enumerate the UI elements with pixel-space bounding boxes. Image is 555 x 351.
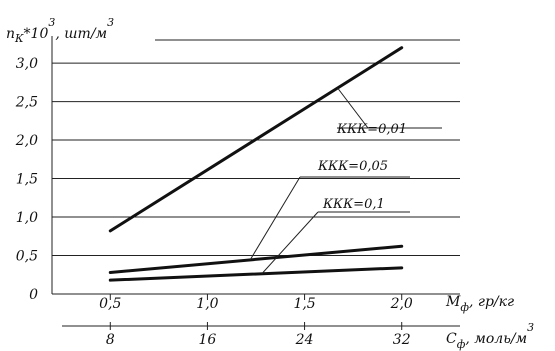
y-tick-label-1-0: 1,0: [16, 210, 38, 226]
x-secondary-tick-label-32: 32: [393, 332, 411, 348]
x-secondary-tick-labels: 8 16 24 32: [106, 322, 411, 348]
x-secondary-tick-label-24: 24: [295, 332, 314, 348]
leader-line-ККК-0-1: [261, 211, 319, 275]
x-primary-tick-label-2-0: 2,0: [390, 296, 413, 312]
x-primary-tick-labels: 0,5 1,0 1,5 2,0: [99, 294, 413, 312]
series-label-ККК-0-1: ККК=0,1: [322, 197, 385, 212]
series-line-ККК-0-1: [108, 266, 404, 282]
series-annotations: ККК=0,01 ККК=0,05 ККК=0,1: [249, 87, 442, 275]
y-tick-label-1-5: 1,5: [16, 172, 38, 188]
x-primary-axis-label: Mф, гр/кг: [445, 294, 514, 314]
series-line-ККК-0-05: [108, 244, 404, 274]
y-tick-label-0-5: 0,5: [16, 249, 38, 265]
x-primary-tick-label-1-5: 1,5: [293, 296, 315, 312]
x-primary-tick-label-1-0: 1,0: [196, 296, 218, 312]
x-secondary-axis-label: Cф, моль/м3: [446, 321, 534, 351]
leader-line-ККК-0-01: [337, 87, 369, 129]
series-line-ККК-0-01: [108, 46, 404, 233]
x-secondary-tick-label-16: 16: [199, 332, 217, 348]
y-tick-label-2-0: 2,0: [15, 133, 38, 149]
grid-lines: [52, 39, 460, 257]
y-axis-label: nК*103, шт/м3: [6, 16, 114, 45]
series-lines: [108, 46, 404, 282]
series-label-ККК-0-05: ККК=0,05: [317, 159, 388, 174]
series-label-ККК-0-01: ККК=0,01: [336, 122, 407, 137]
y-tick-label-2-5: 2,5: [15, 95, 38, 111]
y-tick-labels: 0 0,5 1,0 1,5 2,0 2,5 3,0: [15, 56, 38, 303]
x-primary-tick-label-0-5: 0,5: [99, 296, 121, 312]
axes: [51, 36, 460, 327]
y-tick-label-0: 0: [29, 287, 38, 303]
x-secondary-tick-label-8: 8: [106, 332, 115, 348]
leader-line-ККК-0-05: [249, 176, 301, 261]
y-tick-label-3-0: 3,0: [16, 56, 38, 72]
